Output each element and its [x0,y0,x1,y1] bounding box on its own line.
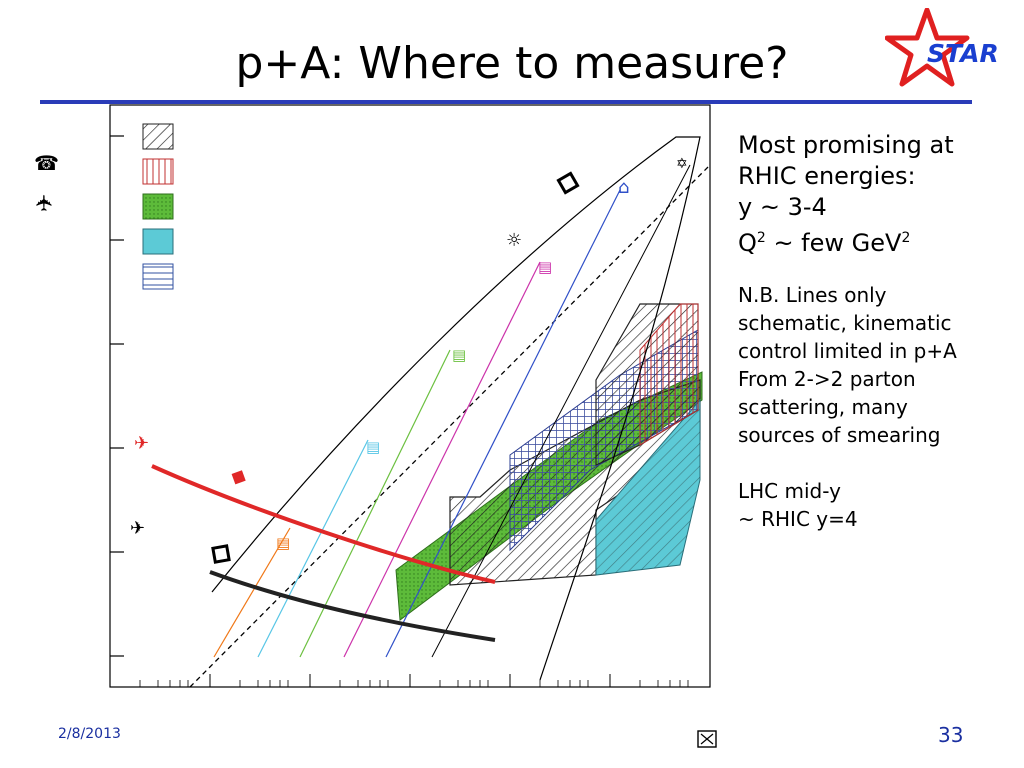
legend-swatch-green [142,193,174,220]
rapidity-line-orange [213,527,291,658]
phone-icon: ☎ [34,151,59,175]
rapidity-line-green [299,349,451,658]
dashed-diagonal-line [189,164,711,688]
title-underline [40,100,972,104]
close-box-icon [697,730,717,748]
nb-note: N.B. Lines only schematic, kinematic con… [738,283,957,531]
rapidity-line-cyan [257,439,369,658]
red-hatched-region [639,303,699,446]
x-axis-minor-ticks [139,680,689,687]
red-diamond-marker [231,470,246,485]
legend-swatch-diagonal [142,123,174,150]
black-airplane-icon: ✈ [130,518,145,539]
folder-icon-blue: ⌂ [618,177,629,198]
open-square-marker-large [556,171,580,195]
sun-icon-left: ☼ [506,230,522,251]
cyan-hatch-overlay [596,400,700,575]
notes-heading-1: Most promising at [738,131,954,159]
boundary-inner-line [431,164,691,658]
y-axis-ticks [110,135,124,657]
sun-icon-right: ✡ [676,156,688,172]
kinematic-boundary [211,136,701,681]
red-airplane-icon: ✈ [134,433,149,454]
notes-heading-4: Q2 ~ few GeV2 [738,229,911,257]
legend-swatch-red-vertical [142,158,174,185]
black-saturation-curve [209,570,496,642]
chart-legend [142,123,174,290]
legend-swatch-cyan [142,228,174,255]
star-logo-icon [885,8,970,87]
scroll-icon-green: ▤ [452,346,466,364]
red-saturation-curve [151,464,496,584]
slide-title: p+A: Where to measure? [235,38,789,89]
notes-heading-3: y ~ 3-4 [738,193,827,221]
rapidity-line-magenta [343,261,541,658]
star-logo-text: STAR [927,39,999,68]
notes-heading-2: RHIC energies: [738,162,916,190]
page-number: 33 [938,723,964,747]
notes-panel: Most promising at RHIC energies: y ~ 3-4… [738,130,1018,533]
scroll-icon-orange: ▤ [276,534,290,552]
star-logo: STAR [885,8,999,87]
rapidity-line-blue [385,189,621,658]
airplane-icon: ✈ [33,194,58,212]
scroll-icon-magenta: ▤ [538,258,552,276]
scroll-icon-cyan: ▤ [366,438,380,456]
open-square-marker [211,544,231,564]
x-axis-ticks [109,674,711,687]
slide-date: 2/8/2013 [58,726,121,742]
legend-swatch-horizontal [142,263,174,290]
